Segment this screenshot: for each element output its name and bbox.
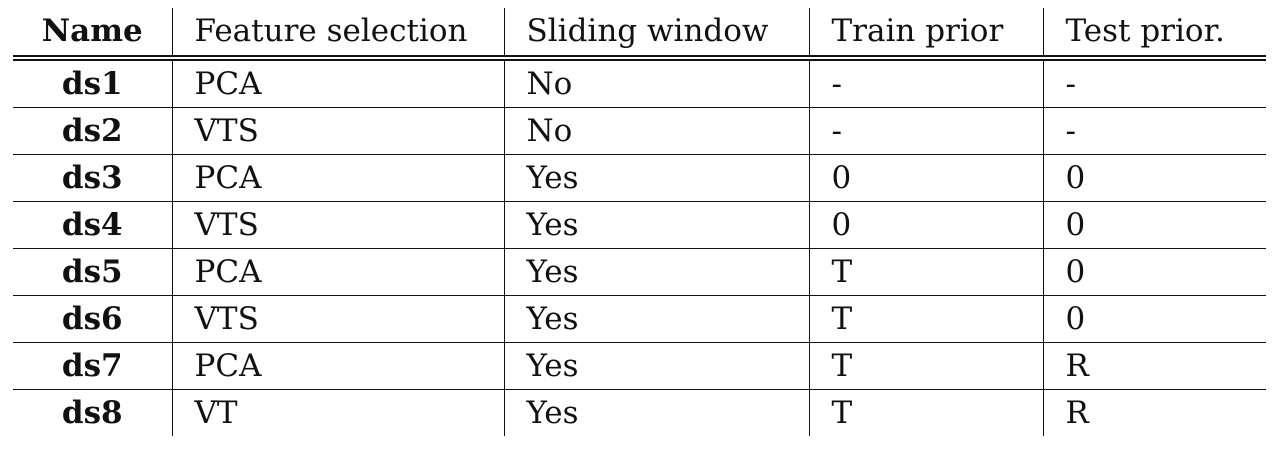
cell-sliding-window: Yes [503, 154, 809, 202]
cell-test-prior: R [1042, 342, 1266, 390]
cell-name: ds6 [13, 295, 172, 343]
cell-sliding-window: No [503, 107, 809, 155]
dataset-table: Name Feature selection Sliding window Tr… [13, 8, 1266, 436]
cell-name: ds1 [61, 65, 123, 102]
table-row: ds1 PCA No - - [13, 58, 1266, 108]
cell-sliding-window: Yes [503, 389, 809, 436]
cell-sliding-window: Yes [503, 342, 809, 390]
cell-train-prior: 0 [808, 154, 1043, 202]
cell-train-prior: - [808, 58, 1043, 108]
cell-test-prior: 0 [1042, 248, 1266, 296]
cell-name: ds4 [13, 201, 172, 249]
header-train-prior: Train prior [808, 8, 1043, 61]
header-test-prior: Test prior. [1042, 8, 1266, 61]
header-row: Name Feature selection Sliding window Tr… [13, 8, 1266, 61]
cell-sliding-window: Yes [503, 295, 809, 343]
cell-feature-selection: PCA [171, 154, 504, 202]
cell-name: ds2 [13, 107, 172, 155]
cell-sliding-window: No [503, 58, 809, 108]
cell-test-prior: - [1042, 107, 1266, 155]
cell-test-prior: 0 [1042, 295, 1266, 343]
table-row: ds6 VTS Yes T 0 [13, 295, 1266, 343]
cell-train-prior: T [808, 295, 1043, 343]
cell-feature-selection: VTS [171, 295, 504, 343]
cell-feature-selection: VTS [171, 201, 504, 249]
cell-name: ds5 [13, 248, 172, 296]
cell-train-prior: T [808, 342, 1043, 390]
cell-feature-selection: PCA [171, 248, 504, 296]
cell-train-prior: T [808, 389, 1043, 436]
table-row: ds5 PCA Yes T 0 [13, 248, 1266, 296]
cell-name: ds7 [13, 342, 172, 390]
header-name: Name [13, 8, 172, 61]
header-feature-selection: Feature selection [171, 8, 504, 61]
table-row: ds3 PCA Yes 0 0 [13, 154, 1266, 202]
cell-test-prior: - [1042, 58, 1266, 108]
cell-sliding-window: Yes [503, 248, 809, 296]
cell-feature-selection: VT [171, 389, 504, 436]
cell-feature-selection: PCA [171, 342, 504, 390]
cell-train-prior: T [808, 248, 1043, 296]
table-row: ds7 PCA Yes T R [13, 342, 1266, 390]
header-sliding-window: Sliding window [503, 8, 809, 61]
table-row: ds8 VT Yes T R [13, 389, 1266, 436]
table-row: ds2 VTS No - - [13, 107, 1266, 155]
cell-test-prior: R [1042, 389, 1266, 436]
cell-train-prior: - [808, 107, 1043, 155]
cell-sliding-window: Yes [503, 201, 809, 249]
table-row: ds4 VTS Yes 0 0 [13, 201, 1266, 249]
table-body: ds1 PCA No - - ds2 VTS No - - ds3 PCA Ye… [13, 58, 1266, 436]
cell-name: ds3 [13, 154, 172, 202]
cell-feature-selection: PCA [171, 58, 504, 108]
cell-name: ds8 [13, 389, 172, 436]
cell-feature-selection: VTS [171, 107, 504, 155]
cell-test-prior: 0 [1042, 154, 1266, 202]
cell-test-prior: 0 [1042, 201, 1266, 249]
table-header: Name Feature selection Sliding window Tr… [13, 8, 1266, 61]
cell-train-prior: 0 [808, 201, 1043, 249]
